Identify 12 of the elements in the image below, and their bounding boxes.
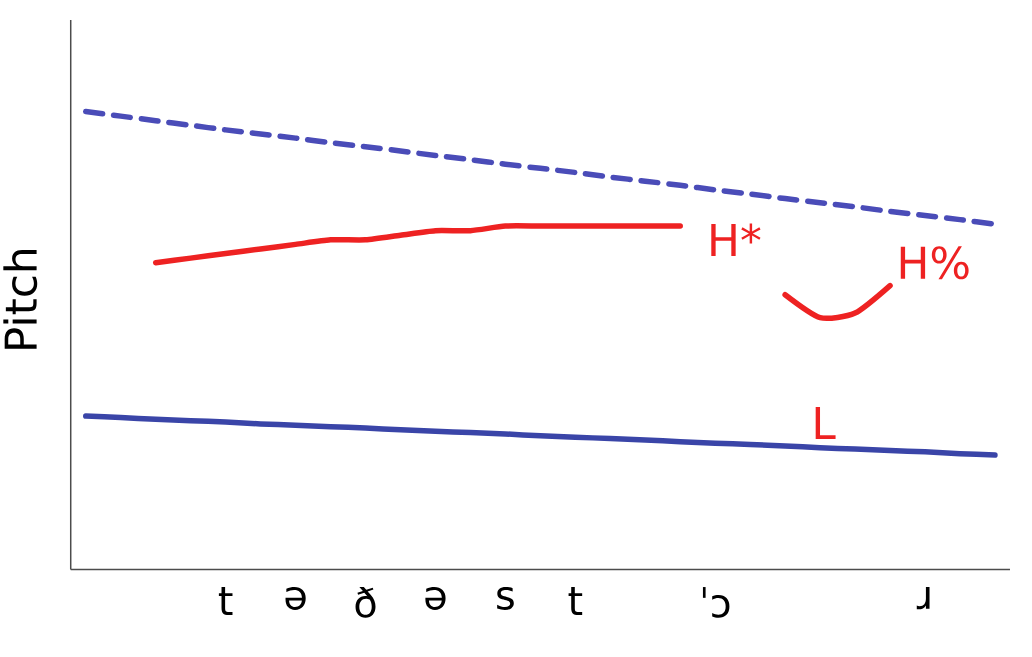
x-tick-label: ˈɔ: [702, 586, 730, 618]
x-tick-label: ɹ: [916, 586, 930, 610]
y-axis-title: Pitch: [3, 249, 38, 349]
x-tick-label: t: [568, 586, 583, 615]
x-tick-label: s: [497, 586, 514, 610]
x-tick-label: ə: [425, 586, 446, 610]
x-tick-label: ð: [355, 586, 376, 618]
annotation: H*: [711, 223, 761, 256]
annotation: H%: [900, 245, 969, 280]
x-tick-label: t: [218, 586, 233, 615]
x-tick-label: ə: [285, 586, 306, 610]
annotation: L: [815, 406, 836, 439]
